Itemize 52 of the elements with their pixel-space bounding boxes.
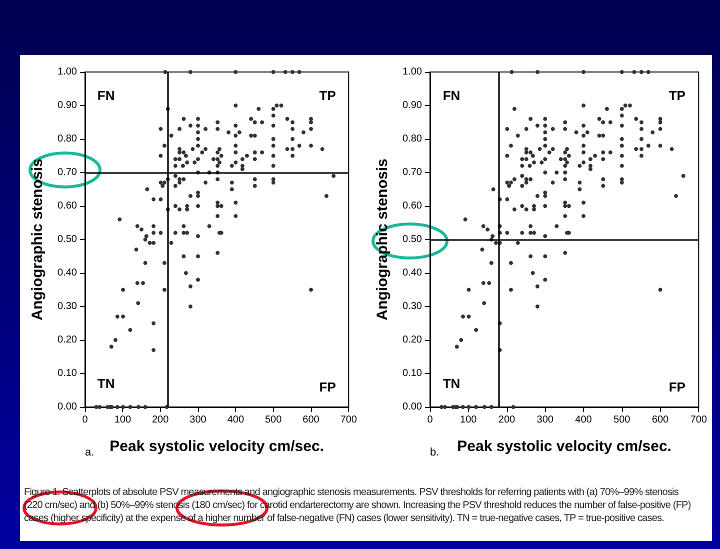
text: b.: [430, 446, 440, 458]
y-tick-label: 0.10: [402, 368, 422, 379]
text: a.: [85, 446, 94, 458]
annotation: TN: [97, 376, 115, 392]
x-tick-label: 500: [614, 414, 631, 426]
x-tick-label: 700: [340, 414, 358, 426]
annotation: TP: [319, 88, 336, 103]
x-tick-label: 400: [575, 414, 592, 426]
x-tick-label: 600: [652, 414, 670, 426]
y-tick-label: 0.40: [402, 268, 422, 278]
y-tick-label: 0.20: [58, 334, 78, 346]
y-tick-label: 0.50: [58, 234, 78, 245]
y-tick-label: 0.80: [58, 134, 78, 144]
x-tick-label: 300: [190, 414, 207, 426]
y-tick-label: 0.30: [402, 301, 422, 312]
annotation: FP: [668, 379, 686, 394]
x-tick-label: 200: [498, 414, 516, 426]
y-tick-label: 0.30: [58, 301, 78, 312]
x-tick-label: 500: [264, 414, 282, 426]
y-tick-label: 0.70: [58, 167, 78, 178]
x-tick-label: 700: [690, 414, 708, 426]
x-axis-title: Peak systolic velocity cm/sec.: [110, 438, 324, 455]
y-tick-label: 0.80: [402, 134, 422, 144]
annotation: TP: [668, 88, 686, 103]
x-tick-label: 400: [227, 414, 244, 426]
annotation: FN: [97, 88, 115, 103]
y-tick-label: 1.00: [402, 66, 422, 78]
x-tick-label: 100: [460, 414, 478, 426]
x-tick-label: 0: [82, 414, 88, 426]
y-tick-label: 0.60: [402, 200, 422, 212]
y-tick-label: 0.20: [402, 334, 422, 346]
y-tick-label: 0.00: [402, 402, 422, 412]
y-tick-label: 0.50: [402, 234, 422, 245]
annotation: TN: [442, 376, 460, 392]
x-tick-label: 300: [536, 414, 554, 426]
annotation: FP: [319, 379, 336, 394]
x-tick-label: 200: [152, 414, 170, 426]
y-tick-label: 1.00: [58, 66, 78, 78]
y-tick-label: 0.70: [402, 167, 422, 178]
y-axis-title: Angiographic stenosis: [374, 158, 391, 320]
y-tick-label: 0.90: [58, 100, 78, 111]
y-tick-label: 0.90: [402, 100, 422, 111]
y-tick-label: 0.10: [58, 368, 78, 379]
y-tick-label: 0.00: [58, 402, 78, 412]
x-tick-label: 100: [114, 414, 132, 426]
y-tick-label: 0.60: [58, 200, 78, 212]
y-axis-title: Angiographic stenosis: [29, 158, 46, 320]
annotation: FN: [442, 88, 460, 103]
x-tick-label: 0: [427, 414, 434, 426]
x-axis-title: Peak systolic velocity cm/sec.: [457, 438, 672, 455]
x-tick-label: 600: [302, 414, 320, 426]
y-tick-label: 0.40: [58, 268, 78, 278]
